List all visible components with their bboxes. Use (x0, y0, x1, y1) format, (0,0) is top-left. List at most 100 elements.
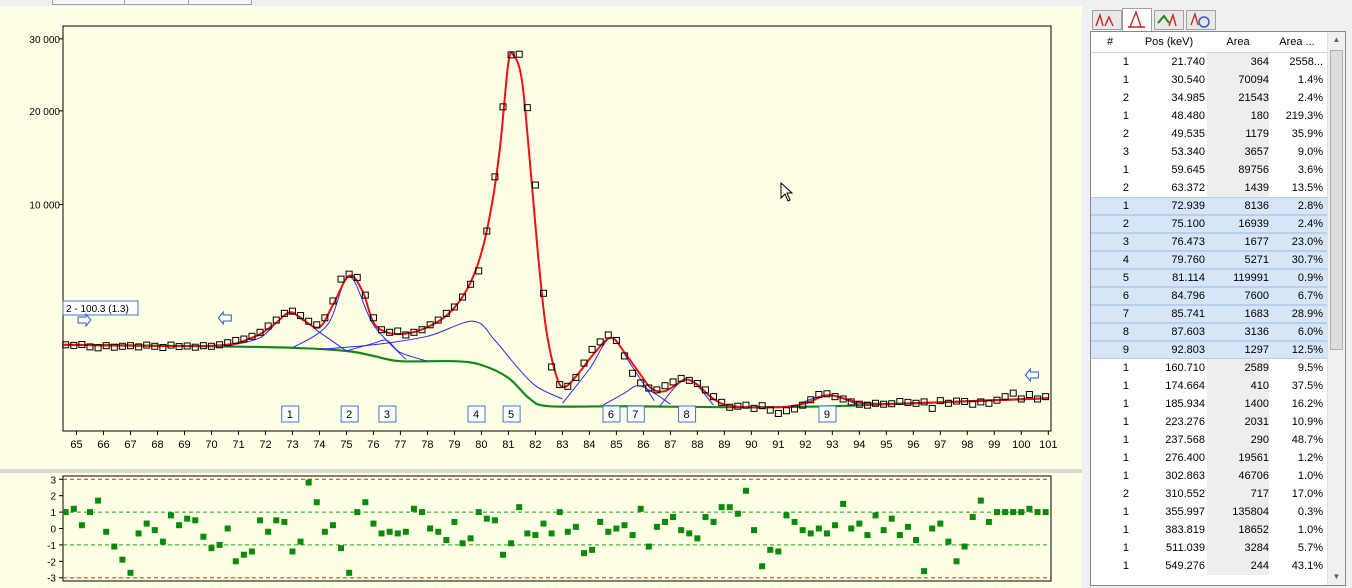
table-row[interactable]: 3 53.340 3657 9.0% (1091, 143, 1329, 161)
residual-point (718, 504, 725, 511)
x-tick-label: 67 (124, 439, 136, 451)
table-row[interactable]: 8 87.603 3136 6.0% (1091, 323, 1329, 341)
data-point (143, 341, 151, 349)
cell-area-uncertainty: 0.9% (1297, 272, 1323, 284)
table-row[interactable]: 1 160.710 2589 9.5% (1091, 359, 1329, 377)
peak-marker-label: 4 (473, 409, 479, 421)
scroll-thumb[interactable] (1330, 50, 1343, 350)
residuals-chart[interactable]: 3 2 1 0 -1 -2 -3 (0, 473, 1082, 588)
cell-area-uncertainty: 3.6% (1297, 164, 1323, 176)
scroll-down-arrow-icon[interactable]: ▼ (1332, 572, 1341, 581)
cell-index: 2 (1122, 128, 1129, 140)
table-row[interactable]: 1 48.480 180 219.3% (1091, 107, 1329, 125)
cell-area-uncertainty: 10.9% (1291, 416, 1323, 428)
data-point (831, 393, 839, 401)
x-tick-label: 101 (1039, 439, 1057, 451)
spectrum-pane: 65 66 67 68 69 70 71 72 73 74 75 76 77 78 79 80 81 82 83 84… (0, 6, 1082, 588)
residual-point (977, 497, 984, 504)
table-row[interactable]: 1 276.400 19561 1.2% (1091, 449, 1329, 467)
data-point (1017, 395, 1025, 403)
cell-area: 70094 (1207, 71, 1269, 89)
table-row[interactable]: 1 174.664 410 37.5% (1091, 377, 1329, 395)
top-tab[interactable] (52, 0, 126, 5)
cell-area: 135804 (1207, 503, 1269, 521)
table-row[interactable]: 2 63.372 1439 13.5% (1091, 179, 1329, 197)
table-row[interactable]: 1 185.934 1400 16.2% (1091, 395, 1329, 413)
data-point (710, 393, 718, 401)
cell-area: 3136 (1244, 326, 1269, 338)
table-row[interactable]: 2 310.552 717 17.0% (1091, 485, 1329, 503)
peak-marker-box (340, 405, 359, 423)
tab-single-peak[interactable] (1122, 8, 1152, 32)
data-point (369, 314, 377, 322)
col-header-index[interactable]: # (1106, 36, 1114, 48)
table-row[interactable]: 1 72.939 8136 2.8% (1091, 197, 1329, 215)
residual-point (289, 548, 296, 555)
cell-index: 7 (1122, 308, 1129, 320)
table-row[interactable]: 5 81.114 119991 0.9% (1091, 269, 1329, 287)
refresh-peaks-icon (1190, 11, 1210, 28)
cell-position: 549.276 (1165, 560, 1205, 572)
table-row[interactable]: 1 302.863 46706 1.0% (1091, 467, 1329, 485)
tab-refresh[interactable] (1186, 10, 1216, 30)
residual-point (265, 528, 272, 535)
cell-area: 16939 (1238, 218, 1269, 230)
x-tick-label: 84 (583, 439, 595, 451)
tab-peaks[interactable] (1092, 10, 1122, 30)
cell-area: 364 (1207, 53, 1269, 71)
top-tab[interactable] (124, 0, 190, 5)
table-row[interactable]: 7 85.741 1683 28.9% (1091, 305, 1329, 323)
data-point (815, 390, 823, 398)
table-row[interactable]: 1 59.645 89756 3.6% (1091, 161, 1329, 179)
table-row[interactable]: 1 21.740 364 2558... (1091, 53, 1329, 71)
table-row[interactable]: 1 511.039 3284 5.7% (1091, 539, 1329, 557)
residual-point (459, 540, 466, 547)
table-row[interactable]: 3 76.473 1677 23.0% (1091, 233, 1329, 251)
table-scrollbar[interactable]: ▲ ▼ (1327, 32, 1345, 585)
pane-splitter[interactable] (0, 469, 1082, 473)
residual-point (427, 525, 434, 532)
data-point (378, 326, 386, 334)
data-point (953, 397, 961, 405)
spectrum-chart[interactable]: 65 66 67 68 69 70 71 72 73 74 75 76 77 78 79 80 81 82 83 84… (0, 6, 1082, 463)
cell-index: 5 (1122, 272, 1129, 284)
residual-point (192, 517, 199, 524)
table-row[interactable]: 1 223.276 2031 10.9% (1091, 413, 1329, 431)
table-row[interactable]: 9 92.803 1297 12.5% (1091, 341, 1329, 359)
cell-position: 34.985 (1171, 92, 1205, 104)
table-row[interactable]: 1 355.997 135804 0.3% (1091, 503, 1329, 521)
x-tick-label: 93 (826, 439, 838, 451)
col-header-area-uncertainty[interactable]: Area ... (1279, 36, 1315, 48)
col-header-position[interactable]: Pos (keV) (1144, 36, 1194, 48)
table-row[interactable]: 1 549.276 244 43.1% (1091, 557, 1329, 575)
residual-y-tick-label: 2 (50, 492, 56, 503)
data-point (459, 293, 467, 301)
table-row[interactable]: 2 75.100 16939 2.4% (1091, 215, 1329, 233)
data-point (791, 405, 799, 413)
table-row[interactable]: 4 79.760 5271 30.7% (1091, 251, 1329, 269)
top-tab[interactable] (188, 0, 252, 5)
cell-area-uncertainty: 1.0% (1297, 470, 1323, 482)
table-row[interactable]: 1 237.568 290 48.7% (1091, 431, 1329, 449)
scroll-up-arrow-icon[interactable]: ▲ (1332, 35, 1341, 44)
data-point (774, 409, 782, 417)
x-tick-label: 77 (394, 439, 406, 451)
data-point (726, 403, 734, 411)
cell-area-uncertainty: 1.0% (1297, 524, 1323, 536)
table-row[interactable]: 1 30.540 70094 1.4% (1091, 71, 1329, 89)
table-row[interactable]: 6 84.796 7600 6.7% (1091, 287, 1329, 305)
peak-table[interactable]: # Pos (keV) Area Area ... 1 21.740 364 2558… (1090, 31, 1346, 586)
table-row[interactable]: 1 383.819 18652 1.0% (1091, 521, 1329, 539)
cell-area-uncertainty: 2.8% (1297, 200, 1323, 212)
residual-point (710, 518, 717, 525)
tab-fit[interactable] (1154, 10, 1184, 30)
vertical-splitter[interactable] (1082, 0, 1088, 588)
data-point (288, 307, 296, 315)
table-row[interactable]: 2 49.535 1179 35.9% (1091, 125, 1329, 143)
residual-point (143, 520, 150, 527)
data-point (216, 341, 224, 349)
table-row[interactable]: 2 34.985 21543 2.4% (1091, 89, 1329, 107)
col-header-area[interactable]: Area (1226, 36, 1250, 48)
residual-point (742, 487, 749, 494)
data-point (645, 384, 653, 392)
